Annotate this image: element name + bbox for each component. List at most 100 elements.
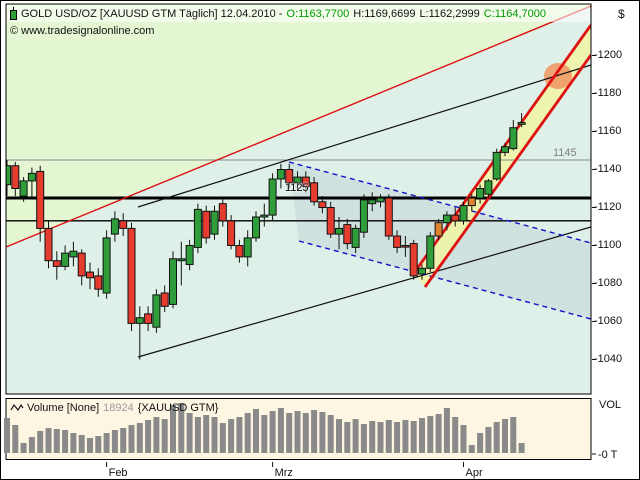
candle-body	[218, 203, 227, 222]
volume-bar	[153, 417, 160, 453]
candle-body	[210, 210, 219, 235]
candle-body	[94, 275, 103, 290]
volume-bar	[186, 413, 193, 453]
candles-layer	[6, 113, 526, 360]
candle-body	[384, 197, 393, 237]
volume-bar	[302, 413, 309, 453]
candle-body	[144, 313, 153, 324]
price-tick-label: -1060	[594, 314, 623, 327]
volume-bar	[477, 433, 484, 453]
price-tick-label: -1080	[594, 276, 623, 289]
candle-body	[351, 227, 360, 248]
volume-bar	[385, 420, 392, 453]
chart-title: GOLD USD/OZ [XAUUSD GTM Täglich] 12.04.2…	[21, 7, 283, 20]
volume-bar	[145, 420, 152, 453]
price-tick-label: -1200	[594, 48, 623, 61]
quote-close: C:1164,7000	[483, 7, 546, 20]
candle-body	[268, 178, 277, 216]
volume-bar	[277, 408, 284, 453]
volume-bar	[435, 414, 442, 453]
volume-bar	[78, 435, 85, 453]
volume-bar	[236, 417, 243, 453]
candle-body	[193, 208, 202, 248]
candle-body	[467, 197, 476, 207]
candle-body	[243, 237, 252, 258]
volume-bar	[419, 418, 425, 453]
candle-body	[227, 220, 236, 247]
main-pane	[6, 4, 591, 394]
volume-bar	[319, 412, 326, 453]
candlestick-icon	[10, 7, 17, 20]
volume-bar	[28, 437, 35, 453]
candle-body	[285, 169, 294, 184]
volume-indicator-label: Volume [None]	[27, 401, 100, 414]
volume-bar	[402, 420, 409, 453]
volume-bar	[286, 413, 293, 453]
volume-bar	[502, 419, 508, 453]
volume-bar	[4, 418, 10, 453]
candle-body	[343, 224, 352, 245]
volume-bar	[294, 411, 301, 453]
candle-body	[260, 214, 269, 218]
volume-bars-layer	[4, 403, 525, 453]
volume-bar	[452, 417, 459, 453]
candle-body	[418, 267, 426, 275]
candle-body	[476, 188, 485, 199]
volume-bar	[377, 422, 384, 453]
candle-body	[19, 180, 28, 197]
volume-bar	[269, 411, 276, 453]
volume-axis-top-label: VOL	[599, 399, 622, 411]
candle-body	[409, 243, 418, 277]
candle-body	[293, 176, 302, 184]
candle-body	[11, 165, 20, 189]
volume-bar	[394, 422, 401, 453]
volume-bar	[53, 429, 60, 453]
candle-body	[517, 122, 526, 125]
volume-bar	[352, 419, 359, 453]
price-tick-label: -1180	[594, 86, 622, 99]
candle-body	[202, 210, 211, 239]
volume-bar	[261, 415, 268, 453]
watermark: © www.tradesignalonline.com	[10, 25, 155, 37]
volume-symbol-label: {XAUUSD GTM}	[137, 401, 219, 414]
volume-bar	[194, 417, 201, 453]
volume-bar	[178, 403, 185, 453]
candle-body	[252, 216, 260, 239]
candle-body	[442, 214, 451, 224]
candle-body	[119, 220, 128, 229]
candle-body	[69, 250, 78, 258]
indicator-wave-icon	[10, 403, 24, 412]
black-channel-upper	[137, 64, 591, 208]
candle-body	[102, 237, 111, 294]
candle-body	[492, 151, 501, 180]
steep-channel-fill	[414, 25, 591, 287]
volume-bar	[410, 421, 417, 453]
volume-bar	[253, 409, 259, 453]
volume-bar	[103, 433, 110, 453]
volume-bar	[228, 419, 235, 453]
candle-body	[401, 245, 410, 248]
candle-body	[36, 170, 45, 229]
candle-body	[318, 201, 327, 209]
volume-bar	[62, 430, 69, 453]
candle-body	[27, 172, 36, 182]
volume-bar	[128, 425, 135, 453]
volume-bar	[12, 425, 19, 453]
volume-bar	[37, 431, 44, 453]
volume-bar	[327, 415, 334, 453]
volume-bar	[468, 445, 475, 453]
quote-open: O:1163,7700	[286, 7, 350, 20]
quote-low: L:1162,2999	[419, 7, 480, 20]
volume-bar	[493, 422, 500, 453]
candle-body	[135, 317, 144, 324]
blue-downtrend-upper	[288, 161, 591, 244]
volume-bar	[170, 405, 176, 453]
candle-body	[359, 199, 368, 233]
candle-body	[434, 222, 443, 237]
volume-bar	[211, 417, 218, 453]
candle-body	[301, 176, 310, 188]
longterm-red-support	[6, 5, 591, 248]
volume-indicator-header: Volume [None] 18924 {XAUUSD GTM}	[10, 401, 222, 414]
